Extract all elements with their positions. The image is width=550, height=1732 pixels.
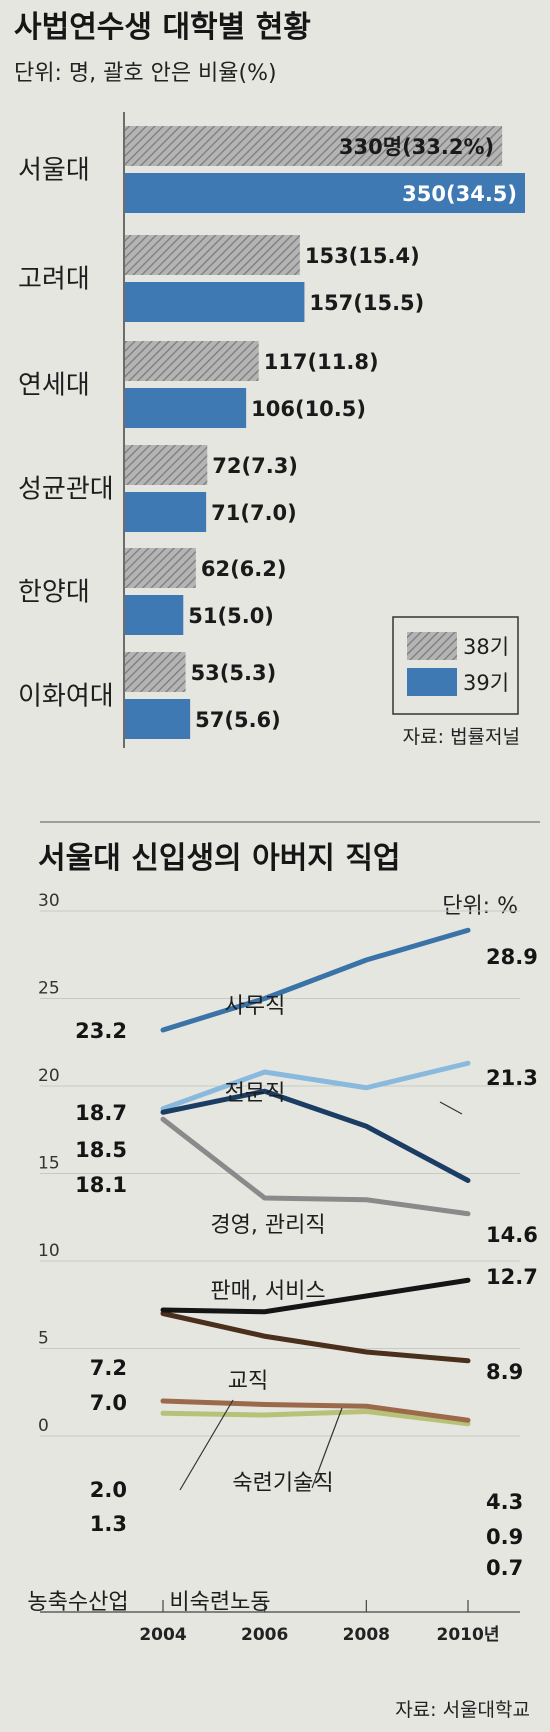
bar-category-label: 한양대 — [18, 578, 90, 608]
series-line — [160, 1409, 471, 1427]
bar-value-label: 71(7.0) — [211, 501, 297, 525]
bar-value-label: 330명(33.2%) — [339, 135, 494, 159]
bar-category-label: 서울대 — [18, 156, 90, 186]
series-line — [160, 1311, 471, 1364]
y-tick-label: 20 — [38, 1066, 60, 1086]
y-tick-label: 0 — [38, 1416, 49, 1436]
legend-swatch-38 — [407, 632, 457, 660]
bar-value-label: 117(11.8) — [264, 350, 379, 374]
line-chart-source: 자료: 서울대학교 — [395, 1699, 530, 1721]
bar-value-label: 57(5.6) — [195, 708, 281, 732]
series-end-value: 14.6 — [486, 1223, 538, 1247]
series-name-label: 숙련기술직 — [232, 1471, 333, 1496]
series-end-value: 8.9 — [486, 1360, 523, 1384]
series-start-value: 18.7 — [75, 1101, 127, 1125]
series-start-value: 1.3 — [90, 1512, 127, 1536]
series-name-label: 비숙련노동 — [169, 1590, 270, 1615]
series-line — [160, 1277, 471, 1315]
bar-39 — [125, 173, 525, 213]
legend-label-39: 39기 — [463, 671, 509, 695]
legend-swatch-39 — [407, 668, 457, 696]
series-start-value: 18.5 — [75, 1138, 127, 1162]
bar-value-label: 62(6.2) — [201, 557, 287, 581]
bar-39 — [125, 388, 247, 428]
series-line — [160, 1060, 471, 1112]
bar-38 — [125, 548, 196, 588]
bar-value-label: 350(34.5) — [402, 182, 517, 206]
bar-value-label: 157(15.5) — [309, 291, 424, 315]
bar-legend: 38기 39기 — [392, 616, 519, 715]
bar-chart-source: 자료: 법률저널 — [403, 726, 520, 748]
x-tick-label: 2008 — [343, 1625, 390, 1645]
bar-value-label: 153(15.4) — [305, 244, 420, 268]
series-name-label: 농축수산업 — [27, 1590, 128, 1615]
series-end-value: 0.7 — [486, 1556, 523, 1580]
bar-38 — [125, 341, 259, 381]
series-line — [160, 1116, 471, 1217]
bar-38 — [125, 445, 208, 485]
bar-39 — [125, 282, 305, 322]
leader-start-label-manager — [439, 1101, 463, 1115]
leader-agri — [179, 1399, 234, 1491]
x-tick-label: 2010년 — [437, 1625, 500, 1645]
series-start-value: 23.2 — [75, 1019, 127, 1043]
series-end-value: 12.7 — [486, 1265, 538, 1289]
bar-chart-title: 사법연수생 대학별 현황 — [14, 10, 311, 45]
series-name-label: 전문직 — [225, 1081, 286, 1106]
series-start-value: 7.0 — [90, 1391, 127, 1415]
series-start-value: 18.1 — [75, 1173, 127, 1197]
bar-39 — [125, 699, 191, 739]
bar-category-label: 성균관대 — [18, 475, 114, 505]
bar-38 — [125, 652, 186, 692]
line-chart-title: 서울대 신입생의 아버지 직업 — [38, 841, 401, 876]
bar-chart: 사법연수생 대학별 현황 단위: 명, 괄호 안은 비율(%) 서울대 330명(… — [14, 10, 525, 748]
series-start-value: 7.2 — [90, 1356, 127, 1380]
series-name-label: 판매, 서비스 — [210, 1279, 325, 1304]
bar-value-label: 53(5.3) — [191, 661, 277, 685]
bar-38 — [125, 126, 503, 166]
y-tick-label: 30 — [38, 891, 60, 911]
line-chart-unit: 단위: % — [442, 894, 518, 919]
series-line — [160, 1088, 471, 1183]
bar-value-label: 106(10.5) — [251, 397, 366, 421]
y-tick-label: 25 — [38, 979, 60, 999]
bar-value-label: 72(7.3) — [212, 454, 298, 478]
series-line — [160, 1398, 471, 1423]
y-tick-label: 15 — [38, 1154, 60, 1174]
series-name-label: 경영, 관리직 — [210, 1213, 325, 1238]
series-end-value: 28.9 — [486, 945, 538, 969]
x-tick-label: 2006 — [241, 1625, 288, 1645]
series-end-value: 0.9 — [486, 1525, 523, 1549]
bar-39 — [125, 595, 184, 635]
line-chart: 서울대 신입생의 아버지 직업 단위: % 0 5 10 15 20 25 30 2004 2… — [27, 841, 537, 1721]
series-name-label: 교직 — [228, 1369, 268, 1394]
bar-category-label: 이화여대 — [18, 682, 114, 712]
series-end-value: 4.3 — [486, 1490, 523, 1514]
bar-category-label: 연세대 — [18, 371, 90, 401]
bar-value-label: 51(5.0) — [188, 604, 274, 628]
series-name-label: 사무직 — [225, 994, 286, 1019]
bar-39 — [125, 492, 207, 532]
x-tick-label: 2004 — [139, 1625, 186, 1645]
legend-frame — [392, 616, 519, 715]
series-start-value: 2.0 — [90, 1478, 127, 1502]
series-end-value: 21.3 — [486, 1066, 538, 1090]
y-tick-label: 5 — [38, 1329, 49, 1349]
bar-38 — [125, 235, 300, 275]
legend-label-38: 38기 — [463, 635, 509, 659]
leader-unskilled — [311, 1407, 343, 1489]
y-tick-label: 10 — [38, 1241, 60, 1261]
series-line — [160, 927, 471, 1033]
bar-chart-subtitle: 단위: 명, 괄호 안은 비율(%) — [14, 61, 277, 86]
bar-category-label: 고려대 — [18, 265, 90, 295]
